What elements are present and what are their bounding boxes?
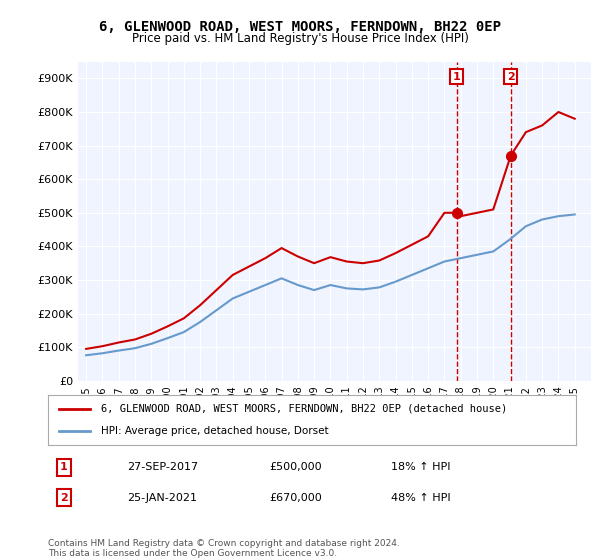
- Text: 48% ↑ HPI: 48% ↑ HPI: [391, 493, 451, 503]
- Text: 27-SEP-2017: 27-SEP-2017: [127, 463, 199, 473]
- Text: 6, GLENWOOD ROAD, WEST MOORS, FERNDOWN, BH22 0EP (detached house): 6, GLENWOOD ROAD, WEST MOORS, FERNDOWN, …: [101, 404, 507, 414]
- Text: HPI: Average price, detached house, Dorset: HPI: Average price, detached house, Dors…: [101, 426, 328, 436]
- Text: £500,000: £500,000: [270, 463, 322, 473]
- Text: 1: 1: [60, 463, 68, 473]
- Text: 2: 2: [507, 72, 515, 82]
- Text: 1: 1: [453, 72, 461, 82]
- Text: £670,000: £670,000: [270, 493, 323, 503]
- Text: 6, GLENWOOD ROAD, WEST MOORS, FERNDOWN, BH22 0EP: 6, GLENWOOD ROAD, WEST MOORS, FERNDOWN, …: [99, 20, 501, 34]
- Text: Contains HM Land Registry data © Crown copyright and database right 2024.
This d: Contains HM Land Registry data © Crown c…: [48, 539, 400, 558]
- Text: 2: 2: [60, 493, 68, 503]
- Text: 25-JAN-2021: 25-JAN-2021: [127, 493, 197, 503]
- Text: 18% ↑ HPI: 18% ↑ HPI: [391, 463, 451, 473]
- Text: Price paid vs. HM Land Registry's House Price Index (HPI): Price paid vs. HM Land Registry's House …: [131, 32, 469, 45]
